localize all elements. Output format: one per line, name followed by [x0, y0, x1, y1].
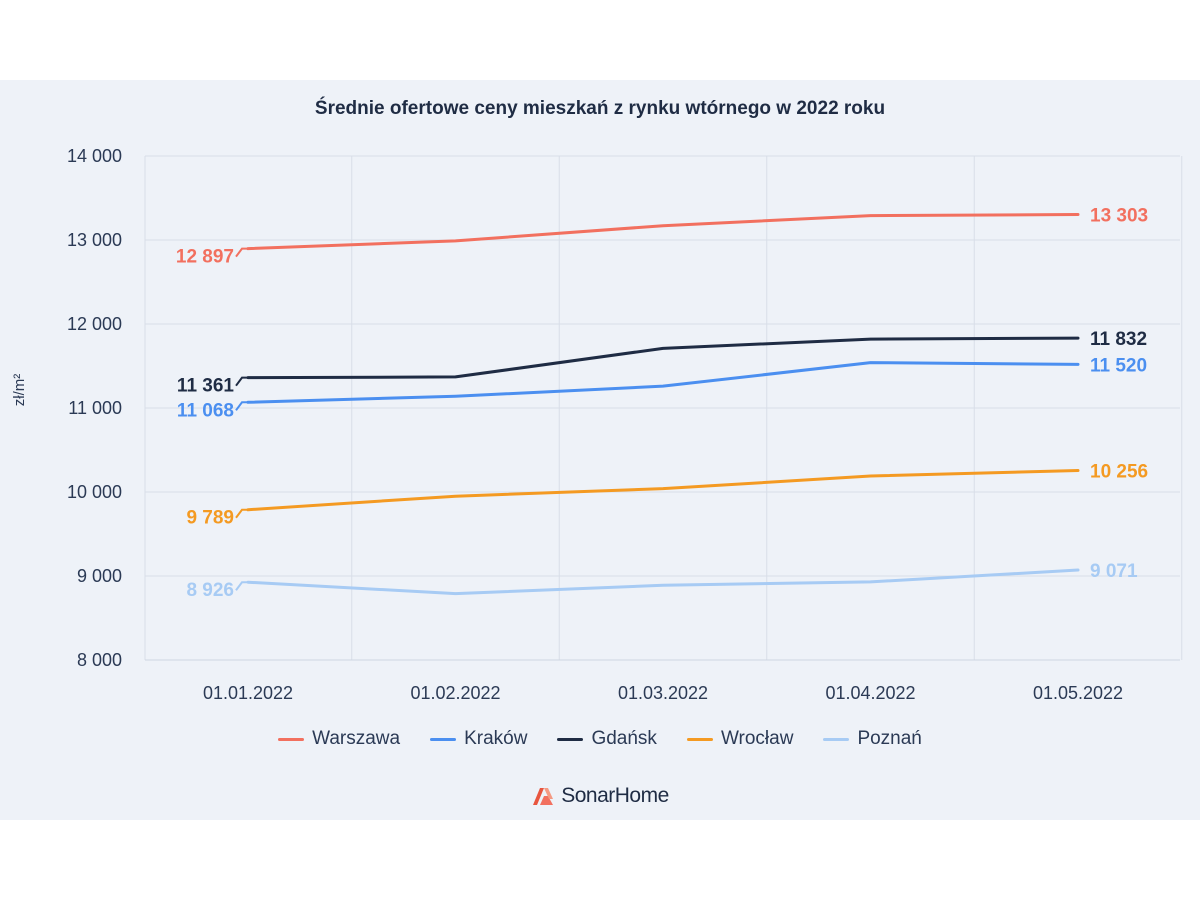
- first-point-connector: [235, 247, 248, 258]
- data-label-first: 11 361: [177, 376, 234, 397]
- series-lines: [235, 213, 1080, 596]
- data-label-first: 9 789: [186, 508, 234, 529]
- y-tick-label: 10 000: [67, 482, 122, 502]
- sonarhome-logo-icon: [533, 788, 554, 805]
- legend: Warszawa Kraków Gdańsk Wrocław Poznań: [0, 728, 1200, 750]
- data-label-last: 10 256: [1090, 461, 1148, 482]
- brand-name: SonarHome: [561, 784, 669, 807]
- y-tick-label: 9 000: [77, 566, 122, 586]
- chart-panel: [0, 80, 1200, 820]
- data-label-last: 13 303: [1090, 206, 1148, 227]
- y-tick-label: 14 000: [67, 146, 122, 166]
- legend-swatch: [278, 737, 305, 741]
- y-axis-label: zł/m²: [11, 374, 28, 407]
- data-label-last: 11 520: [1090, 355, 1147, 376]
- legend-swatch: [557, 737, 584, 741]
- first-point-connector: [235, 376, 248, 387]
- y-tick-label: 13 000: [67, 230, 122, 250]
- y-tick-label: 12 000: [67, 314, 122, 334]
- legend-label: Warszawa: [312, 728, 401, 749]
- data-labels: 12 897 13 303 11 068 11 520 11 361 11 832 9 78…: [176, 206, 1148, 602]
- first-point-connector: [235, 401, 248, 411]
- x-tick-label: 01.02.2022: [410, 683, 500, 703]
- legend-item-gdańsk: Gdańsk: [557, 728, 657, 750]
- y-tick-label: 11 000: [68, 398, 122, 418]
- legend-swatch: [430, 737, 457, 741]
- grid: [144, 155, 1183, 661]
- data-label-first: 8 926: [186, 580, 234, 601]
- legend-item-warszawa: Warszawa: [278, 728, 400, 750]
- data-label-last: 9 071: [1090, 561, 1138, 582]
- x-tick-label: 01.05.2022: [1033, 683, 1123, 703]
- x-tick-label: 01.04.2022: [825, 683, 915, 703]
- y-tick-label: 8 000: [77, 650, 122, 670]
- series-line-wrocław: [246, 468, 1080, 512]
- series-line-gdańsk: [246, 336, 1080, 380]
- x-tick-label: 01.01.2022: [203, 683, 293, 703]
- series-line-poznań: [246, 568, 1080, 596]
- legend-label: Wrocław: [720, 728, 794, 749]
- chart-title: Średnie ofertowe ceny mieszkań z rynku w…: [314, 98, 886, 119]
- legend-label: Kraków: [464, 728, 528, 749]
- legend-swatch: [686, 737, 713, 741]
- legend-swatch: [823, 737, 850, 741]
- first-point-connector: [235, 581, 248, 591]
- legend-label: Gdańsk: [591, 728, 657, 749]
- legend-item-kraków: Kraków: [430, 728, 527, 750]
- legend-label: Poznań: [857, 728, 922, 749]
- data-label-first: 12 897: [176, 247, 234, 268]
- data-label-last: 11 832: [1090, 329, 1147, 350]
- brand: SonarHome: [0, 784, 1200, 808]
- first-point-connector: [235, 508, 248, 519]
- y-axis-ticks: 8 000 9 000 10 000 11 000 12 000 13 000 14 000: [67, 146, 122, 670]
- legend-item-wrocław: Wrocław: [686, 728, 794, 750]
- series-line-warszawa: [246, 213, 1080, 251]
- series-line-kraków: [246, 361, 1080, 404]
- data-label-first: 11 068: [177, 400, 234, 421]
- legend-item-poznań: Poznań: [823, 728, 922, 750]
- x-tick-label: 01.03.2022: [618, 683, 708, 703]
- x-axis-ticks: 01.01.2022 01.02.2022 01.03.2022 01.04.2022…: [203, 683, 1123, 703]
